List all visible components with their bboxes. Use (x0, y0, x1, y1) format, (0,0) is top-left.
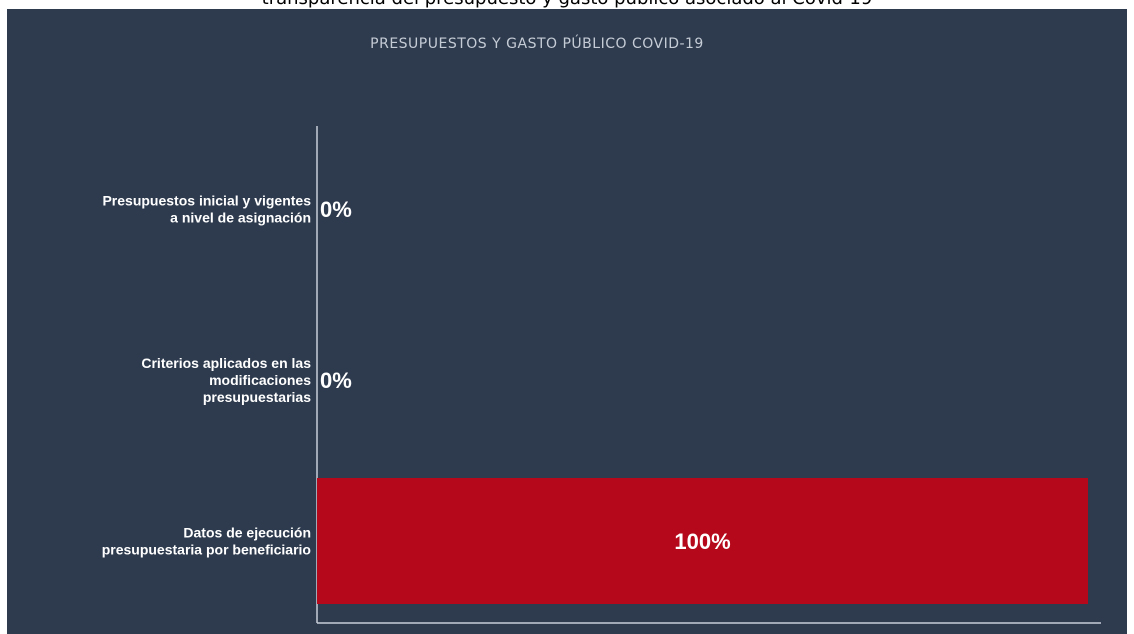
figure-caption: transparencia del presupuesto y gasto pú… (0, 0, 1134, 10)
category-label-3: Datos de ejecución presupuestaria por ben… (102, 525, 311, 558)
value-label-2: 0% (320, 368, 352, 393)
value-label-1: 0% (320, 197, 352, 222)
category-label-2: Criterios aplicados en las modificaciones… (141, 355, 311, 405)
chart-title: PRESUPUESTOS Y GASTO PÚBLICO COVID-19 (370, 36, 704, 52)
chart-panel: PRESUPUESTOS Y GASTO PÚBLICO COVID-19 Pr… (7, 9, 1127, 634)
bar-chart: Presupuestos inicial y vigentes a nivel d… (102, 126, 1101, 624)
category-label-1: Presupuestos inicial y vigentes a nivel d… (102, 193, 311, 226)
bar-3 (317, 478, 1088, 604)
value-label-3: 100% (674, 529, 730, 554)
